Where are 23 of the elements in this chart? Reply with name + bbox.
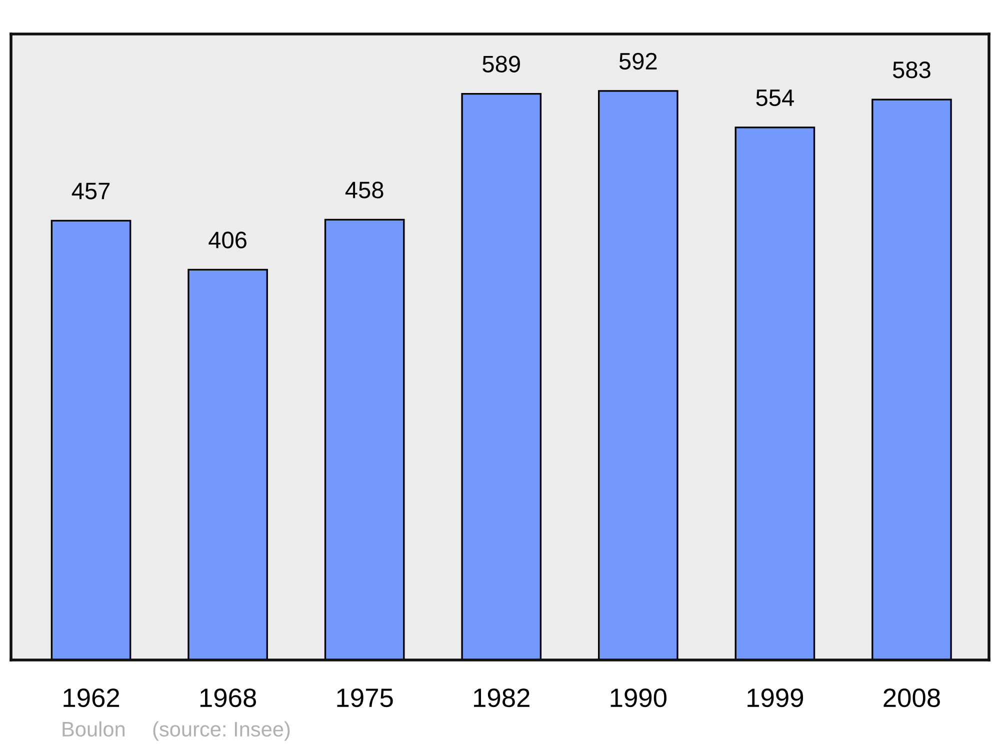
data-label: 554 <box>756 90 794 106</box>
bar <box>324 218 405 660</box>
x-tick-label: 1975 <box>337 688 393 708</box>
data-label: 589 <box>482 56 520 72</box>
data-label: 457 <box>72 182 110 200</box>
data-label: 583 <box>892 62 930 78</box>
data-label: 458 <box>345 182 384 198</box>
x-tick-label: 1982 <box>474 688 530 708</box>
bar <box>734 126 816 660</box>
x-tick-label: 1990 <box>610 688 666 708</box>
x-tick-label: 1999 <box>748 688 804 708</box>
bar <box>188 268 268 660</box>
x-tick-label: 2008 <box>884 688 940 708</box>
text: (source: Insee) <box>153 721 290 741</box>
x-tick-label: 1962 <box>64 688 120 708</box>
bar <box>461 92 542 660</box>
data-label: 592 <box>619 52 657 70</box>
data-label: 406 <box>208 232 246 248</box>
text: Boulon <box>62 721 125 737</box>
x-tick-label: 1968 <box>200 688 256 708</box>
bar <box>598 90 678 660</box>
bar <box>872 98 952 660</box>
bar <box>50 220 132 660</box>
